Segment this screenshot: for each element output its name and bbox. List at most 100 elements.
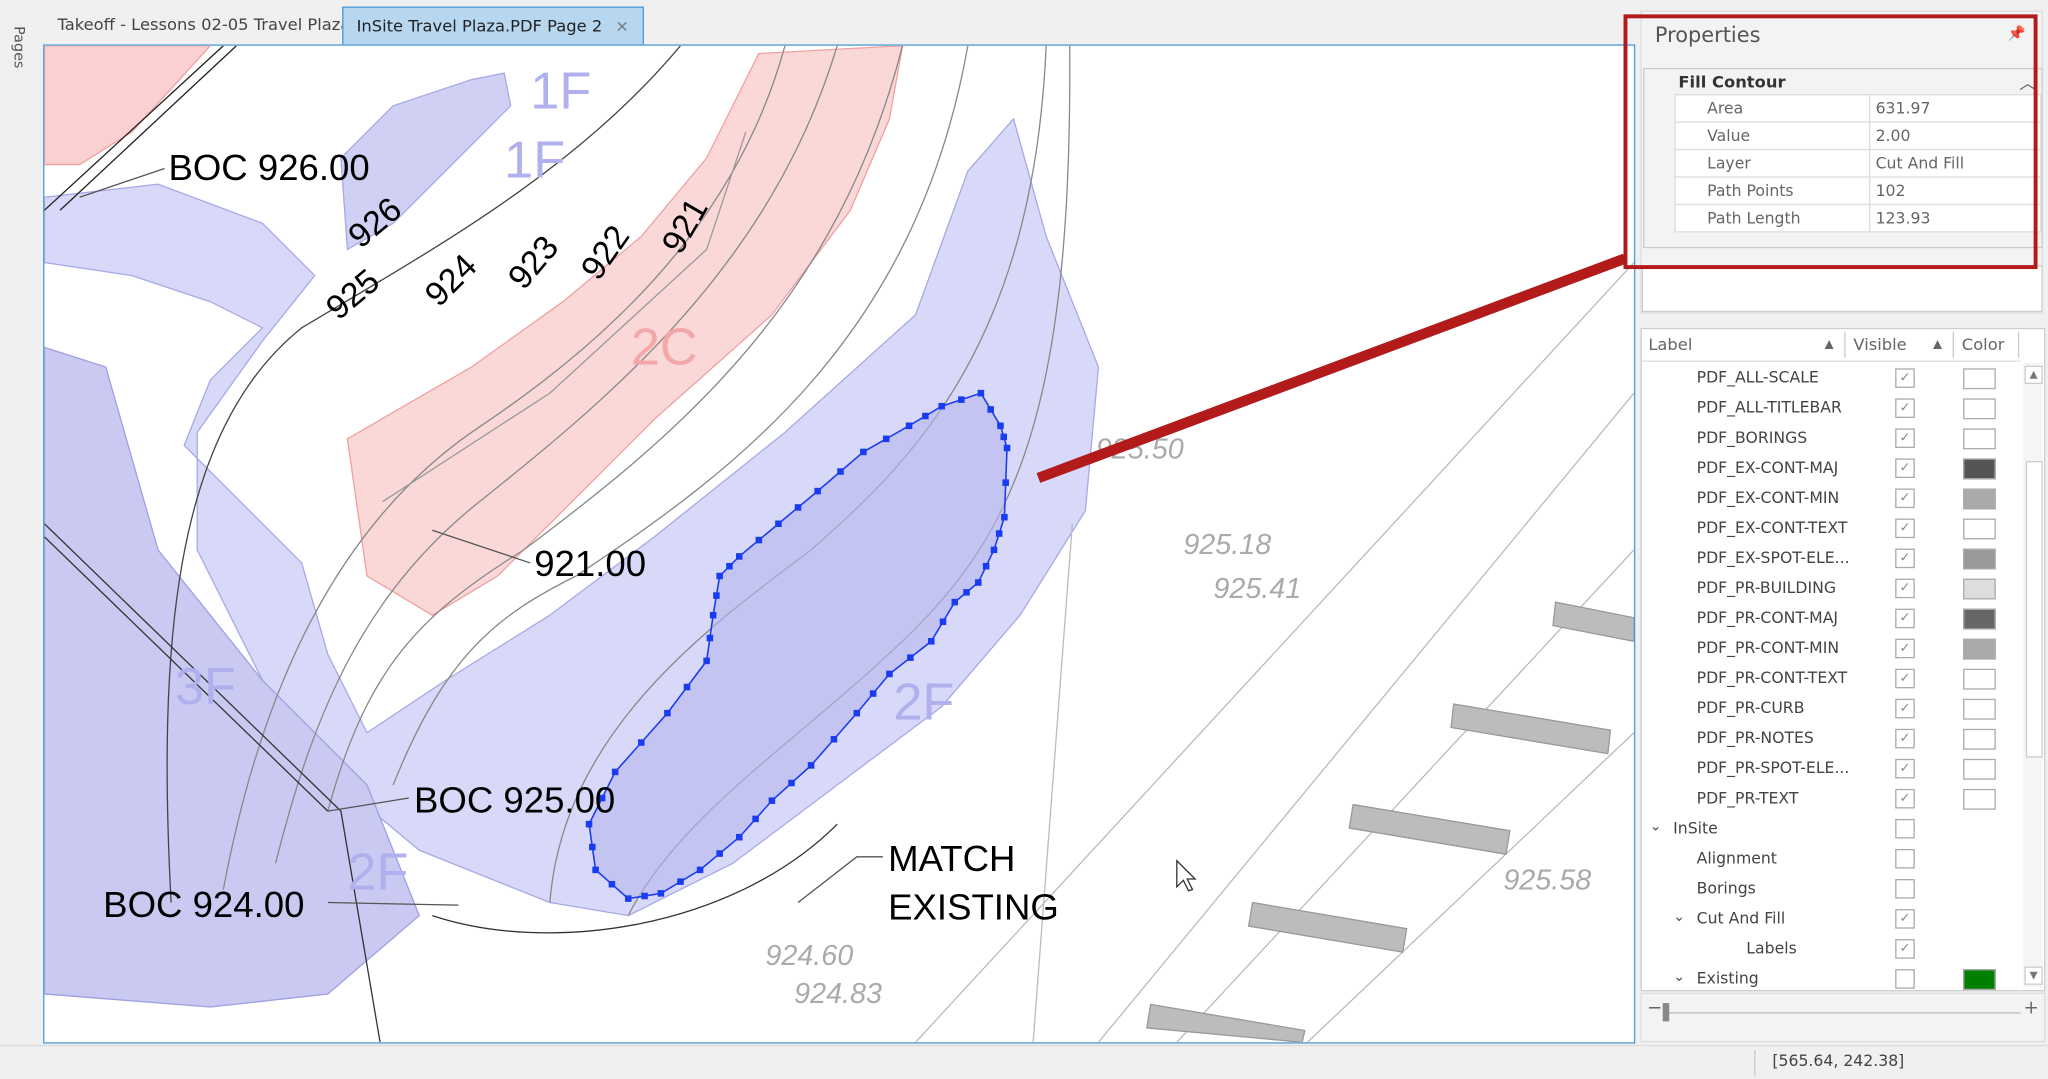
column-label[interactable]: Label <box>1648 334 1693 354</box>
path-point-handle[interactable] <box>830 735 838 743</box>
path-point-handle[interactable] <box>598 794 606 802</box>
path-point-handle[interactable] <box>997 422 1004 430</box>
path-point-handle[interactable] <box>882 435 890 443</box>
property-row[interactable]: Layer Cut And Fill <box>1674 148 2042 178</box>
visible-checkbox[interactable] <box>1895 879 1915 899</box>
path-point-handle[interactable] <box>585 820 593 828</box>
visible-checkbox[interactable]: ✓ <box>1895 698 1915 719</box>
zoom-slider[interactable]: − + <box>1640 992 2046 1043</box>
path-point-handle[interactable] <box>794 504 802 511</box>
chevron-down-icon[interactable]: ⌄ <box>1673 967 1686 985</box>
color-swatch[interactable] <box>1963 548 1996 570</box>
path-point-handle[interactable] <box>677 878 684 885</box>
path-point-handle[interactable] <box>768 797 776 804</box>
property-row[interactable]: Path Points 102 <box>1674 176 2042 206</box>
path-point-handle[interactable] <box>706 634 714 642</box>
visible-checkbox[interactable] <box>1895 969 1915 989</box>
slider-thumb[interactable] <box>1662 1003 1670 1022</box>
path-point-handle[interactable] <box>905 422 913 430</box>
path-point-handle[interactable] <box>589 843 596 851</box>
path-point-handle[interactable] <box>995 530 1003 537</box>
visible-checkbox[interactable]: ✓ <box>1895 548 1915 569</box>
color-swatch[interactable] <box>1963 428 1996 450</box>
path-point-handle[interactable] <box>922 412 929 420</box>
path-point-handle[interactable] <box>907 654 914 661</box>
color-swatch[interactable] <box>1963 698 1996 720</box>
path-point-handle[interactable] <box>696 866 704 874</box>
layer-row[interactable]: PDF_PR-CONT-MAJ ✓ <box>1642 603 2021 633</box>
chevron-down-icon[interactable]: ⌄ <box>1649 817 1662 835</box>
visible-checkbox[interactable]: ✓ <box>1895 458 1915 479</box>
layer-row[interactable]: PDF_EX-CONT-MAJ ✓ <box>1642 453 2021 483</box>
path-point-handle[interactable] <box>641 892 648 900</box>
path-point-handle[interactable] <box>963 589 970 596</box>
layer-row[interactable]: PDF_PR-TEXT ✓ <box>1642 784 2021 814</box>
path-point-handle[interactable] <box>664 709 671 717</box>
layer-row[interactable]: PDF_PR-SPOT-ELE... ✓ <box>1642 754 2021 784</box>
color-swatch[interactable] <box>1963 638 1996 660</box>
color-swatch[interactable] <box>1963 788 1996 810</box>
color-swatch[interactable] <box>1963 458 1996 480</box>
color-swatch[interactable] <box>1963 518 1996 540</box>
visible-checkbox[interactable] <box>1895 848 1915 869</box>
layer-row[interactable]: ⌄ Cut And Fill ✓ <box>1642 904 2021 934</box>
color-swatch[interactable] <box>1963 488 1996 510</box>
path-point-handle[interactable] <box>860 448 867 456</box>
visible-checkbox[interactable] <box>1895 818 1915 839</box>
path-point-handle[interactable] <box>938 402 945 410</box>
pin-icon[interactable]: 📌 <box>2007 24 2026 42</box>
path-point-handle[interactable] <box>958 396 965 403</box>
tab-insite-pdf[interactable]: InSite Travel Plaza.PDF Page 2 × <box>342 6 644 45</box>
scroll-down-icon[interactable]: ▼ <box>2024 966 2043 985</box>
column-color[interactable]: Color <box>1961 334 2005 354</box>
path-point-handle[interactable] <box>611 768 619 776</box>
zoom-out-icon[interactable]: − <box>1647 997 1663 1019</box>
path-point-handle[interactable] <box>939 618 947 625</box>
visible-checkbox[interactable]: ✓ <box>1895 428 1915 448</box>
path-point-handle[interactable] <box>807 762 815 769</box>
visible-checkbox[interactable]: ✓ <box>1895 758 1915 779</box>
path-point-handle[interactable] <box>709 611 717 619</box>
path-point-handle[interactable] <box>683 683 691 691</box>
property-row[interactable]: Value 2.00 <box>1674 121 2042 151</box>
color-swatch[interactable] <box>1963 578 1996 600</box>
path-point-handle[interactable] <box>814 487 821 495</box>
color-swatch[interactable] <box>1963 668 1996 690</box>
path-point-handle[interactable] <box>975 579 982 586</box>
layer-row[interactable]: ⌄ InSite <box>1642 814 2021 844</box>
visible-checkbox[interactable]: ✓ <box>1895 939 1915 959</box>
visible-checkbox[interactable]: ✓ <box>1895 608 1915 629</box>
path-point-handle[interactable] <box>657 890 665 897</box>
scroll-thumb[interactable] <box>2025 461 2043 758</box>
color-swatch[interactable] <box>1963 608 1996 630</box>
layer-row[interactable]: PDF_PR-NOTES ✓ <box>1642 724 2021 754</box>
layer-row[interactable]: PDF_PR-CONT-TEXT ✓ <box>1642 664 2021 694</box>
path-point-handle[interactable] <box>869 690 877 697</box>
layer-row[interactable]: Alignment <box>1642 844 2021 874</box>
color-swatch[interactable] <box>1963 398 1996 420</box>
path-point-handle[interactable] <box>1003 444 1011 452</box>
layer-row[interactable]: PDF_PR-BUILDING ✓ <box>1642 573 2021 603</box>
property-row[interactable]: Path Length 123.93 <box>1674 203 2042 233</box>
visible-checkbox[interactable]: ✓ <box>1895 518 1915 539</box>
path-point-handle[interactable] <box>713 592 720 599</box>
path-point-handle[interactable] <box>608 880 616 888</box>
visible-checkbox[interactable]: ✓ <box>1895 368 1915 388</box>
pages-side-tab[interactable]: Pages <box>0 10 37 1029</box>
path-point-handle[interactable] <box>1001 513 1008 521</box>
slider-track[interactable] <box>1665 1012 2021 1014</box>
layer-row[interactable]: PDF_EX-SPOT-ELE... ✓ <box>1642 543 2021 573</box>
path-point-handle[interactable] <box>853 709 861 717</box>
column-visible[interactable]: Visible <box>1853 334 1907 354</box>
layer-row[interactable]: ⌄ Existing <box>1642 964 2021 991</box>
path-point-handle[interactable] <box>638 739 645 746</box>
color-swatch[interactable] <box>1963 728 1996 750</box>
path-point-handle[interactable] <box>1000 433 1008 441</box>
layer-row[interactable]: PDF_ALL-TITLEBAR ✓ <box>1642 393 2021 423</box>
path-point-handle[interactable] <box>755 536 763 544</box>
path-point-handle[interactable] <box>927 638 935 645</box>
layer-row[interactable]: PDF_PR-CONT-MIN ✓ <box>1642 633 2021 663</box>
path-point-handle[interactable] <box>703 657 710 665</box>
close-tab-icon[interactable]: × <box>615 15 629 36</box>
visible-checkbox[interactable]: ✓ <box>1895 488 1915 509</box>
